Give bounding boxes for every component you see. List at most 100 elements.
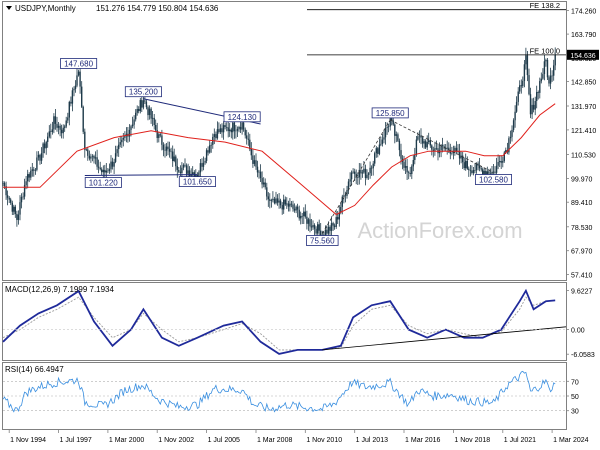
time-tick-label: 1 Nov 2002: [158, 437, 194, 444]
candle-body: [47, 136, 49, 142]
candle-body: [384, 128, 387, 138]
candle-body: [239, 127, 242, 130]
price-panel: [2, 1, 567, 281]
price-tick-label: 142.850: [571, 79, 596, 86]
candle-body: [187, 170, 189, 174]
candle-body: [290, 203, 293, 205]
candle-body: [509, 136, 512, 139]
candle-body: [91, 155, 94, 157]
price-tick-label: 131.970: [571, 104, 596, 111]
candle-body: [121, 139, 123, 143]
candle-body: [343, 195, 345, 197]
candle-body: [147, 107, 149, 116]
candle-body: [227, 127, 229, 132]
candle-body: [221, 128, 223, 133]
candle-body: [369, 167, 371, 174]
time-tick-label: 1 Jul 2021: [504, 437, 536, 444]
candle-body: [207, 150, 209, 153]
candle-body: [512, 120, 515, 130]
trend-line: [390, 119, 494, 173]
candle-body: [204, 160, 206, 163]
price-level-label: 124.130: [228, 113, 257, 122]
candle-body: [503, 152, 505, 161]
candle-body: [426, 142, 428, 148]
candle-body: [338, 212, 340, 220]
candle-body: [357, 177, 359, 178]
candle-body: [409, 173, 411, 174]
candle-body: [381, 139, 384, 144]
candle-body: [502, 160, 504, 163]
candle-body: [238, 127, 240, 129]
time-tick-label: 1 Jul 2013: [356, 437, 388, 444]
candle-body: [486, 171, 488, 175]
candle-body: [249, 139, 251, 150]
candle-body: [301, 215, 303, 217]
candle-body: [93, 155, 95, 159]
candle-body: [170, 151, 172, 153]
candle-body: [162, 144, 165, 150]
price-level-box: [306, 235, 339, 246]
last-price-badge: [567, 49, 599, 60]
candle-body: [267, 196, 269, 200]
price-level-box: [124, 86, 162, 98]
candle-body: [534, 101, 536, 110]
candle-body: [304, 211, 306, 217]
trend-line: [84, 174, 198, 176]
candle-body: [270, 200, 273, 201]
candle-body: [472, 170, 475, 174]
candle-body: [312, 225, 314, 228]
candle-body: [232, 122, 234, 133]
candle-body: [151, 117, 154, 119]
candle-body: [432, 149, 434, 151]
candle-body: [492, 171, 495, 173]
candle-body: [164, 149, 166, 151]
candle-body: [6, 195, 9, 198]
candle-body: [421, 137, 424, 144]
rsi-title: RSI(14) 66.4947: [5, 365, 64, 374]
time-tick-label: 1 Nov 1994: [10, 437, 46, 444]
candle-body: [341, 196, 343, 207]
candle-body: [279, 200, 282, 206]
price-level-box: [178, 176, 216, 188]
last-price-label: 154.636: [570, 53, 595, 60]
candle-body: [411, 166, 413, 174]
candle-body: [326, 229, 328, 234]
rsi-line: [2, 370, 556, 413]
candle-body: [400, 150, 402, 159]
candle-body: [56, 123, 58, 128]
time-x-axis: 1 Nov 1994 1 Jul 1997 1 Mar 2000 1 Nov 2002…: [8, 429, 589, 444]
candle-body: [51, 129, 54, 132]
candle-body: [434, 148, 436, 151]
candle-body: [10, 199, 12, 203]
time-tick-label: 1 Mar 2024: [553, 437, 589, 444]
candle-body: [182, 164, 185, 168]
candle-body: [349, 179, 351, 182]
candle-body: [99, 167, 101, 170]
candle-body: [408, 172, 410, 173]
candle-body: [526, 55, 529, 76]
candle-body: [142, 100, 145, 108]
candle-body: [375, 148, 377, 154]
candle-body: [480, 168, 482, 170]
candle-body: [110, 161, 112, 170]
candle-body: [130, 126, 132, 130]
candle-body: [96, 157, 98, 167]
candle-body: [428, 140, 430, 142]
candle-body: [392, 120, 394, 125]
candle-body: [258, 171, 260, 173]
candle-body: [34, 169, 37, 171]
macd-tick-label: 0.00: [571, 328, 585, 335]
time-tick-label: 1 Mar 2000: [109, 437, 145, 444]
candle-body: [360, 169, 362, 174]
candle-body: [11, 202, 13, 212]
candle-body: [380, 143, 382, 145]
candle-body: [363, 168, 365, 173]
candle-body: [196, 174, 199, 177]
candle-body: [188, 170, 191, 176]
price-level-box: [84, 177, 122, 188]
candle-body: [332, 223, 334, 226]
candle-body: [165, 146, 168, 151]
rsi-y-axis: 70 50 30: [566, 379, 579, 416]
symbol-title: USDJPY,Monthly: [15, 4, 76, 13]
candle-body: [318, 224, 320, 231]
